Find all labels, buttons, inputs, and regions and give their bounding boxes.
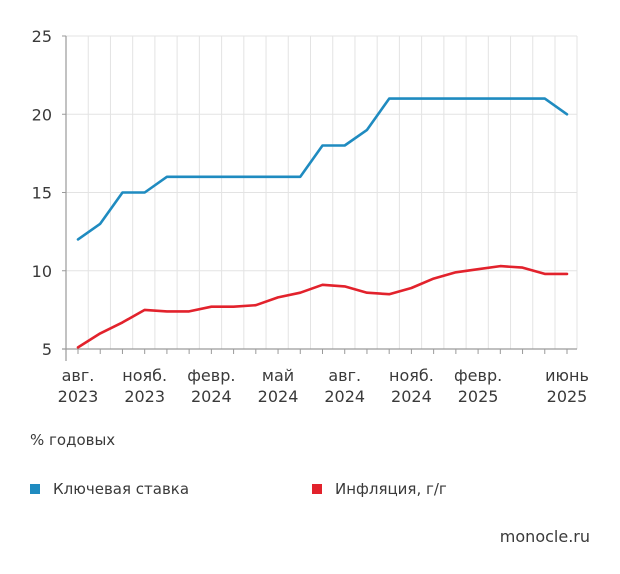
x-tick-label-year: 2023 bbox=[58, 387, 99, 406]
unit-label: % годовых bbox=[30, 431, 116, 449]
x-tick-label-year: 2023 bbox=[124, 387, 165, 406]
x-tick-label-month: нояб. bbox=[122, 366, 167, 385]
x-tick-label-year: 2024 bbox=[191, 387, 232, 406]
x-tick-label-year: 2025 bbox=[547, 387, 588, 406]
legend-label-inflation: Инфляция, г/г bbox=[335, 480, 447, 498]
legend-item-inflation: Инфляция, г/г bbox=[312, 480, 447, 498]
x-tick-label-year: 2024 bbox=[258, 387, 299, 406]
chart-axes bbox=[62, 35, 577, 361]
x-tick-label-month: нояб. bbox=[389, 366, 434, 385]
key-rate-line bbox=[76, 97, 569, 241]
x-tick-label-month: февр. bbox=[454, 366, 502, 385]
x-tick-label-year: 2025 bbox=[458, 387, 499, 406]
x-tick-label-year: 2024 bbox=[391, 387, 432, 406]
x-tick-label-month: авг. bbox=[62, 366, 95, 385]
y-tick-label: 10 bbox=[32, 262, 52, 281]
y-tick-label: 25 bbox=[32, 27, 52, 46]
y-tick-label: 15 bbox=[32, 184, 52, 203]
x-tick-label-month: май bbox=[262, 366, 294, 385]
x-tick-label-month: февр. bbox=[187, 366, 235, 385]
y-tick-label: 20 bbox=[32, 105, 52, 124]
chart-series bbox=[76, 97, 569, 349]
y-axis-tick-labels: 5 10 15 20 25 bbox=[32, 27, 52, 359]
legend-swatch-key-rate bbox=[30, 484, 40, 494]
x-axis-tick-labels: авг. 2023 нояб. 2023 февр. 2024 май 2024 авг. 202… bbox=[58, 366, 589, 406]
x-tick-label-month: июнь bbox=[545, 366, 589, 385]
y-tick-label: 5 bbox=[42, 340, 52, 359]
legend-swatch-inflation bbox=[312, 484, 322, 494]
x-tick-label-month: авг. bbox=[328, 366, 361, 385]
x-tick-label-year: 2024 bbox=[324, 387, 365, 406]
legend-item-key-rate: Ключевая ставка bbox=[30, 480, 189, 498]
legend-label-key-rate: Ключевая ставка bbox=[53, 480, 190, 498]
source-label: monocle.ru bbox=[499, 527, 590, 546]
inflation-line bbox=[76, 264, 569, 349]
